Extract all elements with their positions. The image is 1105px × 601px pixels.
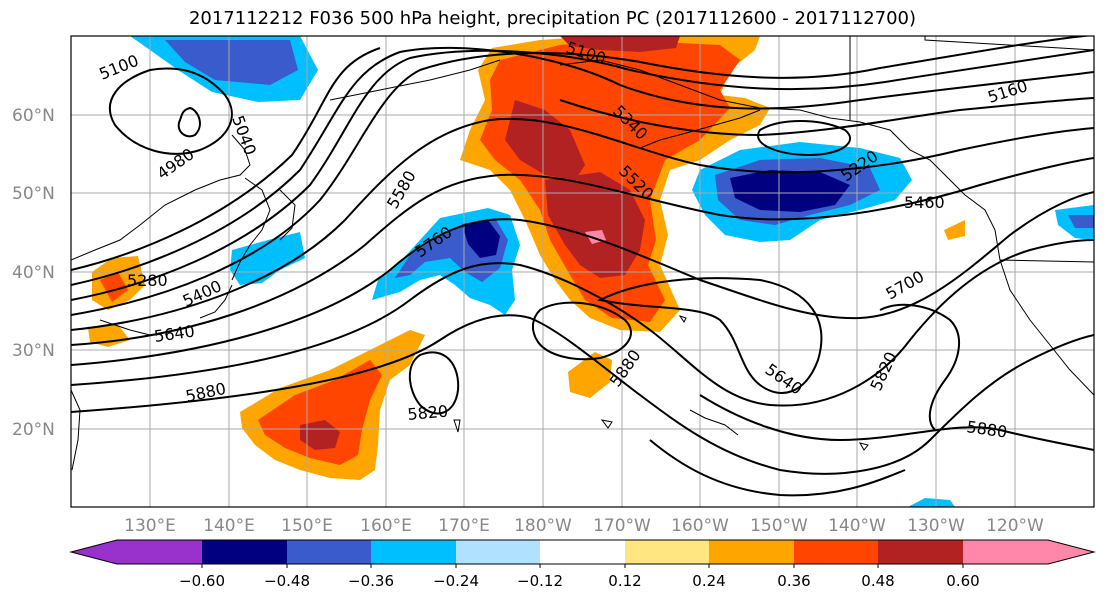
lon-label: 170°W	[593, 516, 651, 536]
colorbar-segment	[287, 540, 371, 564]
colorbar-segment	[794, 540, 878, 564]
colorbar-tick-label: 0.24	[692, 572, 725, 590]
colorbar-segment-low-extend	[71, 540, 117, 564]
lon-label: 150°E	[281, 516, 333, 536]
colorbar-segment	[371, 540, 456, 564]
contour-label: 5820	[407, 402, 449, 424]
colorbar-segment	[625, 540, 709, 564]
colorbar: −0.60 −0.48 −0.36 −0.24 −0.12 0.12 0.24 …	[69, 539, 1096, 590]
map-title: 2017112212 F036 500 hPa height, precipit…	[188, 8, 917, 29]
longitude-labels: 130°E 140°E 150°E 160°E 170°E 180°W 170°…	[124, 516, 1044, 536]
lat-label: 20°N	[12, 420, 55, 440]
latitude-labels: 60°N 50°N 40°N 30°N 20°N	[12, 106, 55, 440]
colorbar-tick-label: −0.24	[433, 572, 479, 590]
colorbar-tick-label: 0.60	[946, 572, 979, 590]
lon-label: 170°E	[438, 516, 490, 536]
contour-label: 5460	[904, 193, 945, 212]
lon-label: 140°E	[203, 516, 255, 536]
lat-label: 50°N	[12, 184, 55, 204]
lat-label: 40°N	[12, 263, 55, 283]
colorbar-tick-label: 0.12	[608, 572, 641, 590]
colorbar-segment-high-extend	[1048, 540, 1094, 564]
colorbar-tick-label: −0.36	[348, 572, 394, 590]
lon-label: 160°W	[671, 516, 729, 536]
lon-label: 130°E	[124, 516, 176, 536]
colorbar-segment	[878, 540, 963, 564]
lat-label: 30°N	[12, 341, 55, 361]
map-frame	[70, 35, 1095, 508]
contour-label: 5280	[127, 271, 168, 290]
lon-label: 120°W	[986, 516, 1044, 536]
colorbar-segment	[963, 540, 1048, 564]
lon-label: 160°E	[360, 516, 412, 536]
height-contours	[71, 36, 1094, 497]
lat-label: 60°N	[12, 106, 55, 126]
lon-label: 180°W	[514, 516, 572, 536]
lon-label: 150°W	[750, 516, 808, 536]
colorbar-segment	[540, 540, 625, 564]
colorbar-segment	[456, 540, 540, 564]
colorbar-tick-label: 0.48	[861, 572, 894, 590]
colorbar-segment	[709, 540, 794, 564]
lon-label: 130°W	[907, 516, 965, 536]
colorbar-segment	[117, 540, 202, 564]
colorbar-ticks	[201, 564, 964, 568]
colorbar-tick-label: −0.60	[179, 572, 225, 590]
colorbar-tick-label: −0.12	[517, 572, 563, 590]
precip-shading	[88, 36, 1094, 507]
colorbar-tick-label: −0.48	[264, 572, 310, 590]
lon-label: 140°W	[828, 516, 886, 536]
colorbar-tick-label: 0.36	[777, 572, 810, 590]
colorbar-segment	[202, 540, 287, 564]
